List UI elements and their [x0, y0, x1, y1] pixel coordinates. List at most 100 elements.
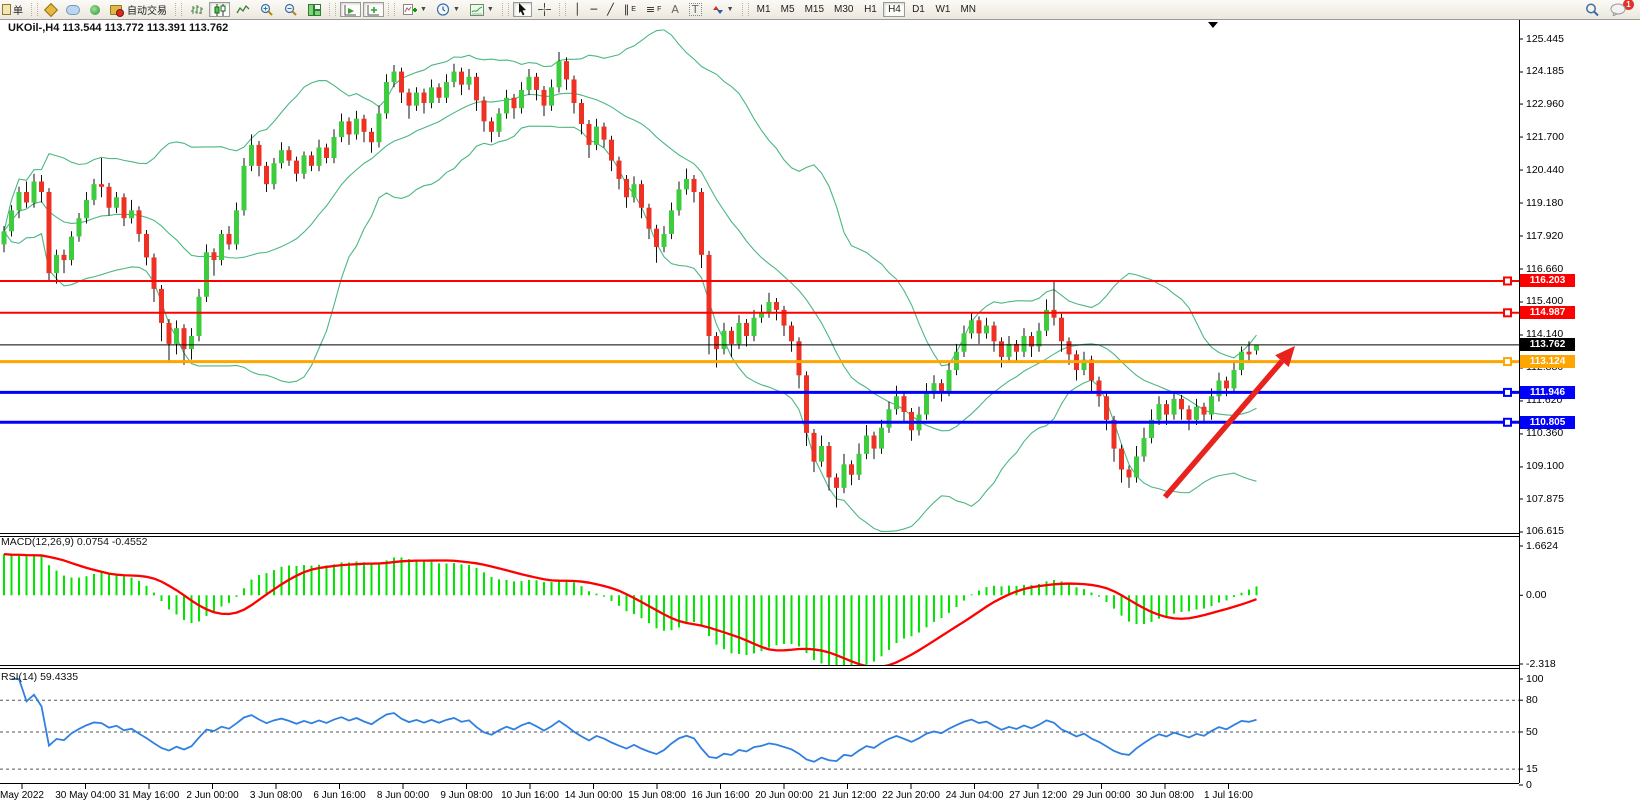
- time-axis-label: 2 Jun 00:00: [186, 790, 239, 801]
- channel-tool-button[interactable]: ∥ E: [620, 2, 640, 17]
- price-axis-tick-label: 116.660: [1526, 262, 1564, 275]
- trend-arrow-annotation[interactable]: [1162, 346, 1295, 499]
- timeframe-button-m5[interactable]: M5: [777, 2, 799, 17]
- toolbar-separator: [175, 3, 182, 16]
- horizontal-line-object[interactable]: [0, 276, 1519, 286]
- candle-body: [519, 89, 524, 109]
- price-axis-tick-label: 115.400: [1526, 295, 1564, 308]
- cursor-tool-button[interactable]: [512, 2, 532, 17]
- horizontal-line-object[interactable]: [0, 417, 1519, 427]
- candle-body: [976, 320, 982, 334]
- candle-body: [549, 87, 554, 106]
- signals-button[interactable]: [86, 2, 104, 17]
- candle-body: [864, 435, 869, 454]
- candlestick-icon: [214, 3, 226, 16]
- price-axis-tick-label: 121.700: [1526, 130, 1564, 143]
- candle-body: [1104, 396, 1109, 420]
- trendline-tool-button[interactable]: ╱: [603, 2, 618, 17]
- profile-icon-button[interactable]: [62, 2, 84, 17]
- search-button[interactable]: [1581, 2, 1604, 17]
- candle-body: [1164, 404, 1169, 415]
- arrows-tool-button[interactable]: ▼: [708, 2, 738, 17]
- candle-body: [1156, 404, 1162, 420]
- candle-body: [1246, 351, 1252, 355]
- indicators-button[interactable]: ▼: [399, 2, 431, 17]
- crosshair-tool-button[interactable]: [534, 2, 555, 17]
- candle-body: [706, 254, 712, 337]
- candle-body: [991, 325, 997, 342]
- candle-body: [811, 432, 817, 462]
- candle-body: [399, 71, 404, 93]
- line-chart-mode-button[interactable]: [232, 2, 254, 17]
- candle-body: [511, 97, 517, 109]
- price-axis-tick-label: 124.185: [1526, 65, 1564, 78]
- chart-shift-button[interactable]: [363, 2, 384, 17]
- price-axis-tick-label: 125.445: [1526, 32, 1564, 45]
- time-axis-label: 20 Jun 00:00: [755, 790, 813, 801]
- time-axis-label: 30 Jun 08:00: [1136, 790, 1194, 801]
- candle-body: [489, 121, 494, 132]
- bar-chart-mode-button[interactable]: [186, 2, 207, 17]
- zoom-in-button[interactable]: [256, 2, 278, 17]
- timeframe-button-d1[interactable]: D1: [907, 2, 929, 17]
- templates-button[interactable]: ▼: [466, 2, 498, 17]
- autotrading-icon: [110, 4, 124, 17]
- timeframe-button-h4[interactable]: H4: [883, 2, 906, 17]
- notifications-button[interactable]: 1: [1606, 0, 1634, 17]
- timeframe-button-m1[interactable]: M1: [753, 2, 775, 17]
- periods-button[interactable]: ▼: [433, 2, 464, 17]
- tile-windows-button[interactable]: [304, 2, 325, 17]
- candle-body: [1066, 341, 1072, 355]
- macd-axis-tick-label: 1.6624: [1526, 539, 1559, 552]
- timeframe-button-m30[interactable]: M30: [830, 2, 857, 17]
- chart-shift-marker[interactable]: [1208, 22, 1218, 28]
- candle-body: [901, 396, 907, 412]
- text-tool-button[interactable]: A: [667, 2, 683, 17]
- indicators-add-icon: [403, 3, 417, 15]
- candle-body: [1141, 438, 1147, 457]
- auto-scroll-button[interactable]: [340, 2, 361, 17]
- horizontal-line-object[interactable]: [0, 308, 1519, 318]
- candle-body: [961, 333, 967, 352]
- chart-ohlc-title: UKOil-,H4 113.544 113.772 113.391 113.76…: [8, 22, 229, 34]
- bollinger-upper-line: [3, 29, 1257, 367]
- candle-body: [481, 100, 487, 122]
- auto-scroll-icon: [344, 4, 356, 15]
- horizontal-line-object[interactable]: [0, 387, 1519, 397]
- candle-body: [204, 252, 209, 297]
- candle-body: [1254, 344, 1259, 351]
- candle-body: [669, 210, 674, 234]
- time-axis-label: 29 Jun 00:00: [1072, 790, 1131, 801]
- candle-body: [834, 477, 839, 488]
- vertical-line-tool-button[interactable]: │: [570, 2, 585, 17]
- timeframe-button-mn[interactable]: MN: [956, 2, 980, 17]
- line-chart-icon: [236, 4, 250, 13]
- timeframe-button-m15[interactable]: M15: [801, 2, 828, 17]
- candlestick-mode-button[interactable]: [209, 2, 230, 17]
- candle-body: [586, 123, 592, 145]
- candle-body: [1231, 370, 1237, 389]
- candle-body: [789, 325, 794, 342]
- candle-body: [151, 257, 157, 289]
- candle-body: [1081, 359, 1087, 371]
- zoom-out-button[interactable]: [280, 2, 302, 17]
- text-label-tool-button[interactable]: T: [685, 2, 706, 17]
- new-order-button[interactable]: 单: [0, 2, 27, 17]
- fibonacci-tool-button[interactable]: ≡ F: [642, 2, 666, 17]
- candle-body: [129, 210, 134, 219]
- charts-button[interactable]: [42, 2, 60, 17]
- template-icon: [469, 3, 484, 16]
- candle-body: [1216, 380, 1222, 397]
- timeframe-button-w1[interactable]: W1: [931, 2, 954, 17]
- timeframe-button-h1[interactable]: H1: [859, 2, 881, 17]
- dropdown-arrow-icon: ▼: [452, 6, 460, 13]
- candle-body: [234, 210, 239, 245]
- search-icon: [1586, 3, 1599, 16]
- autotrading-button[interactable]: 自动交易: [106, 2, 171, 17]
- horizontal-line-tool-button[interactable]: ─: [586, 2, 601, 17]
- toolbar-separator: [388, 3, 395, 16]
- candle-body: [894, 396, 899, 410]
- chat-bubble-icon: [1610, 3, 1626, 16]
- horizontal-line-object[interactable]: [0, 357, 1519, 367]
